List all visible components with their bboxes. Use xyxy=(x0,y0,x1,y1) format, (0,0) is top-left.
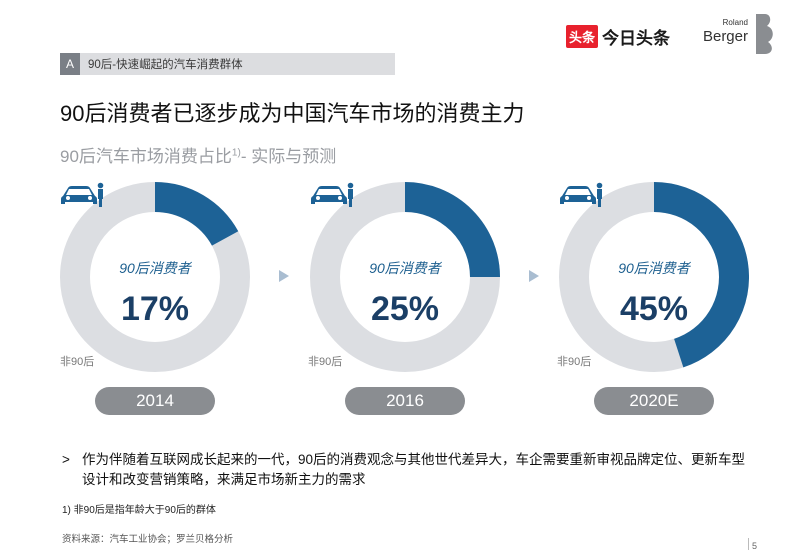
year-pill: 2014 xyxy=(95,387,215,415)
section-tag: A 90后-快速崛起的汽车消费群体 xyxy=(60,53,395,75)
percent-label: 45% xyxy=(619,290,689,328)
donut-slice-90s xyxy=(154,182,239,247)
donut-svg xyxy=(60,182,250,372)
bullet-marker: > xyxy=(62,452,70,467)
footnote: 1) 非90后是指年龄大于90后的群体 xyxy=(62,505,216,516)
page-divider xyxy=(748,538,749,550)
subtitle-text: 90后汽车市场消费占比 xyxy=(60,147,232,166)
year-pill: 2020E xyxy=(594,387,714,415)
car-person-icon xyxy=(311,182,354,207)
page-subtitle: 90后汽车市场消费占比1)- 实际与预测 xyxy=(60,142,336,167)
segment-label: 90后消费者 xyxy=(119,260,191,276)
donut-slice-90s xyxy=(653,182,749,368)
arrow-right-icon xyxy=(529,270,539,282)
roland-berger-logo: Roland Berger xyxy=(700,14,782,54)
subtitle-suffix: - 实际与预测 xyxy=(240,147,337,166)
section-label: 90后-快速崛起的汽车消费群体 xyxy=(88,59,243,71)
page-number: 5 xyxy=(752,541,758,551)
toutiao-logo-text: 今日头条 xyxy=(602,29,671,48)
subtitle-footnote-ref: 1) xyxy=(231,147,241,159)
source-note: 资料来源：汽车工业协会；罗兰贝格分析 xyxy=(62,534,234,545)
rb-logo-large: Berger xyxy=(702,28,748,45)
donut-chart-2020e: 90后消费者 45% xyxy=(559,182,749,372)
other-label: 非90后 xyxy=(60,356,95,368)
donut-svg xyxy=(559,182,749,372)
rb-mark-icon xyxy=(756,14,773,54)
donut-chart-2016: 90后消费者 25% xyxy=(310,182,500,372)
page-title: 90后消费者已逐步成为中国汽车市场的消费主力 xyxy=(60,101,525,126)
donut-svg xyxy=(310,182,500,372)
rb-logo-small: Roland xyxy=(722,18,748,27)
section-letter: A xyxy=(60,53,80,75)
arrow-right-icon xyxy=(279,270,289,282)
other-label: 非90后 xyxy=(557,356,592,368)
segment-label: 90后消费者 xyxy=(618,260,690,276)
donut-chart-2014: 90后消费者 17% xyxy=(60,182,250,372)
car-person-icon xyxy=(61,182,104,207)
other-label: 非90后 xyxy=(308,356,343,368)
donut-slice-90s xyxy=(404,182,500,278)
segment-label: 90后消费者 xyxy=(369,260,441,276)
car-person-icon xyxy=(560,182,603,207)
toutiao-logo: 头条 今日头条 xyxy=(566,24,670,49)
toutiao-logo-box: 头条 xyxy=(566,25,599,48)
year-pill: 2016 xyxy=(345,387,465,415)
bullet-text: 作为伴随着互联网成长起来的一代，90后的消费观念与其他世代差异大，车企需要重新审… xyxy=(82,452,746,487)
percent-label: 25% xyxy=(370,290,440,328)
percent-label: 17% xyxy=(120,290,190,328)
